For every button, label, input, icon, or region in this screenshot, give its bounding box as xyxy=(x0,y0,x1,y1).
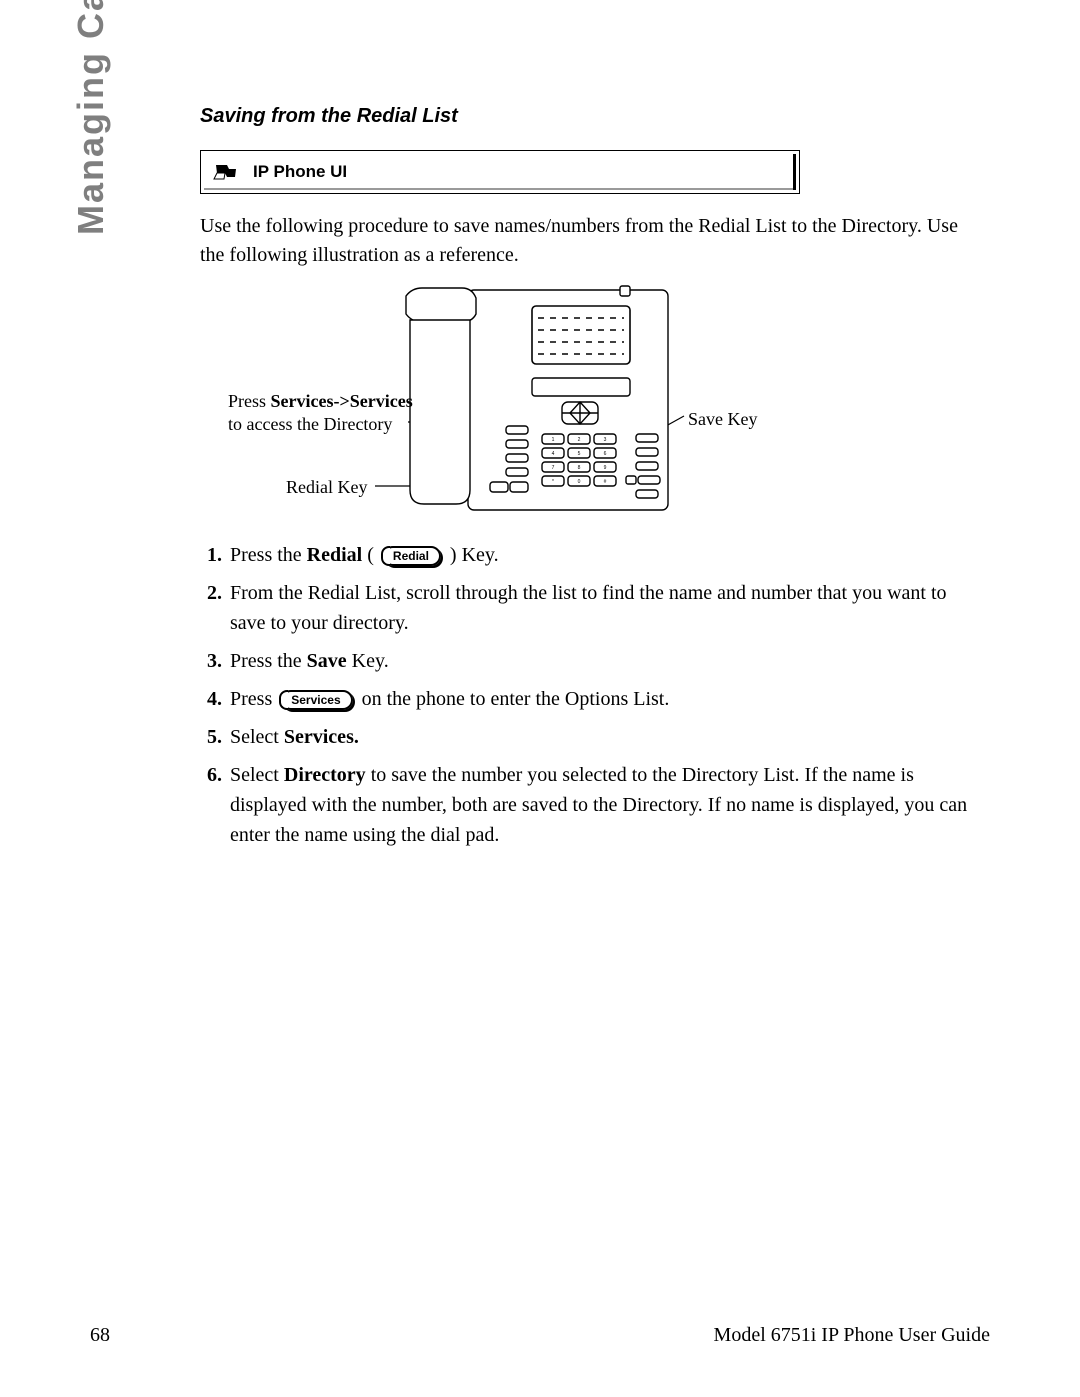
svg-text:9: 9 xyxy=(604,465,607,471)
text-bold: Services. xyxy=(284,726,359,748)
text-bold: Save xyxy=(307,650,347,672)
guide-title: Model 6751i IP Phone User Guide xyxy=(714,1324,990,1347)
callout-services-line2: to access the Directory xyxy=(228,414,392,434)
step-6: 6. Select Directory to save the number y… xyxy=(200,760,980,850)
step-body: Select Services. xyxy=(230,722,980,752)
svg-text:*: * xyxy=(552,479,554,485)
text: Key. xyxy=(347,650,389,672)
callout-services: Press Services->Services to access the D… xyxy=(228,390,413,435)
step-body: Press the Save Key. xyxy=(230,646,980,676)
step-2: 2. From the Redial List, scroll through … xyxy=(200,578,980,638)
step-body: Press Services on the phone to enter the… xyxy=(230,684,980,714)
subheading: Saving from the Redial List xyxy=(200,105,980,128)
callout-services-bold: Services->Services xyxy=(271,391,413,411)
phone-ui-icon xyxy=(213,162,239,182)
step-4: 4. Press Services on the phone to enter … xyxy=(200,684,980,714)
intro-paragraph: Use the following procedure to save name… xyxy=(200,212,980,270)
svg-text:2: 2 xyxy=(578,437,581,443)
step-body: From the Redial List, scroll through the… xyxy=(230,578,980,638)
page-number: 68 xyxy=(90,1324,110,1347)
callout-save: Save Key xyxy=(688,408,757,431)
steps-list: 1. Press the Redial ( Redial ) Key. 2. F… xyxy=(200,540,980,850)
text: Select xyxy=(230,726,284,748)
text: ( xyxy=(362,544,374,566)
svg-text:0: 0 xyxy=(578,479,581,485)
svg-text:6: 6 xyxy=(604,451,607,457)
callout-redial: Redial Key xyxy=(286,476,367,499)
step-body: Press the Redial ( Redial ) Key. xyxy=(230,540,980,570)
svg-text:8: 8 xyxy=(578,465,581,471)
step-number: 6. xyxy=(200,760,230,850)
svg-text:3: 3 xyxy=(604,437,607,443)
svg-text:#: # xyxy=(604,479,607,485)
text: Press xyxy=(230,688,277,710)
svg-text:5: 5 xyxy=(578,451,581,457)
step-number: 2. xyxy=(200,578,230,638)
text-bold: Redial xyxy=(307,544,363,566)
text: Press the xyxy=(230,650,307,672)
content-column: Saving from the Redial List IP Phone UI … xyxy=(200,105,980,858)
step-number: 1. xyxy=(200,540,230,570)
text-bold: Directory xyxy=(284,764,366,786)
step-number: 3. xyxy=(200,646,230,676)
svg-text:4: 4 xyxy=(552,451,555,457)
text: ) Key. xyxy=(450,544,499,566)
step-1: 1. Press the Redial ( Redial ) Key. xyxy=(200,540,980,570)
services-key-icon: Services xyxy=(281,690,352,710)
redial-key-icon: Redial xyxy=(383,546,441,566)
step-number: 4. xyxy=(200,684,230,714)
section-tab: Managing Calls xyxy=(70,0,112,235)
ui-banner-label: IP Phone UI xyxy=(253,162,347,182)
step-number: 5. xyxy=(200,722,230,752)
page: Managing Calls Saving from the Redial Li… xyxy=(0,0,1080,1397)
step-body: Select Directory to save the number you … xyxy=(230,760,980,850)
text: Press the xyxy=(230,544,307,566)
text: on the phone to enter the Options List. xyxy=(362,688,670,710)
svg-text:1: 1 xyxy=(552,437,555,443)
phone-illustration: Press Services->Services to access the D… xyxy=(210,284,970,524)
step-5: 5. Select Services. xyxy=(200,722,980,752)
ui-banner: IP Phone UI xyxy=(200,150,800,194)
step-3: 3. Press the Save Key. xyxy=(200,646,980,676)
callout-services-prefix: Press xyxy=(228,391,271,411)
svg-text:7: 7 xyxy=(552,465,555,471)
text: Select xyxy=(230,764,284,786)
page-footer: 68 Model 6751i IP Phone User Guide xyxy=(90,1324,990,1347)
